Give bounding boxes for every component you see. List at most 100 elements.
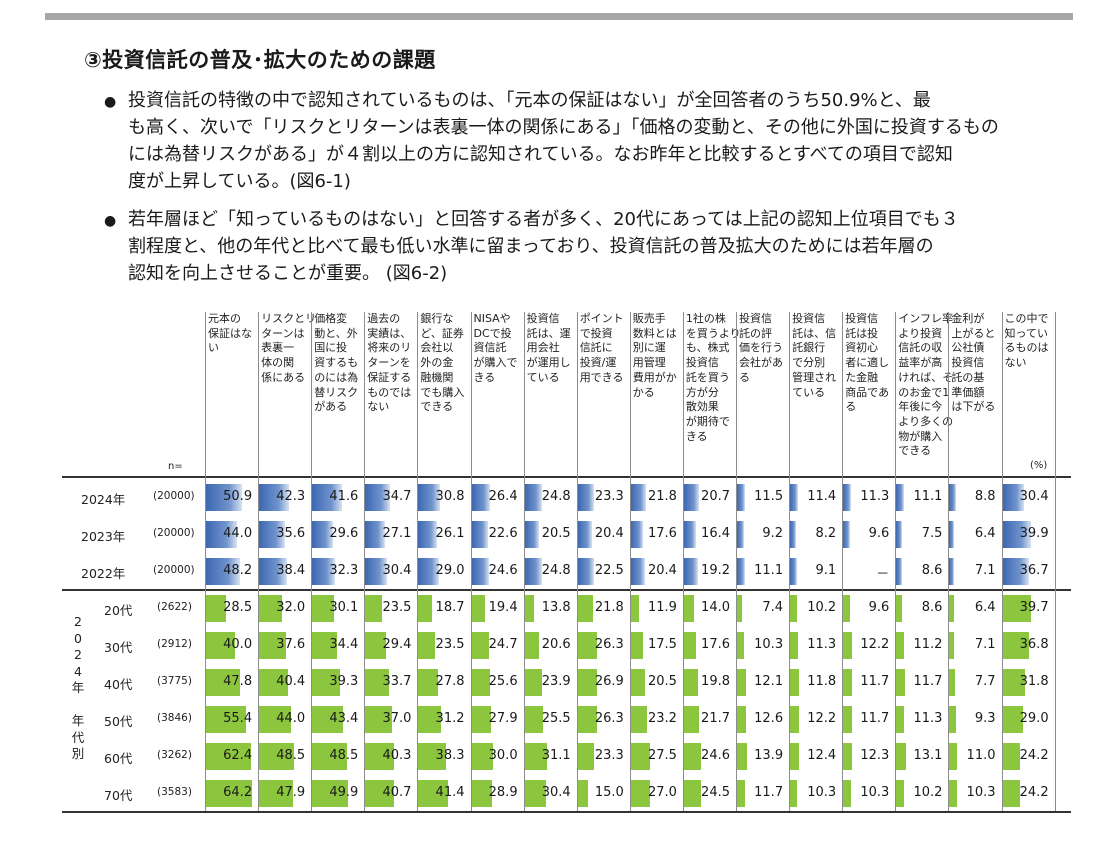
- column-header: 投資信 託は、運 用会社 が運用し ている: [527, 312, 571, 386]
- data-value: 27.5: [637, 748, 677, 763]
- column-header-line: 数料とは: [633, 327, 677, 342]
- data-value: 29.4: [371, 637, 411, 652]
- bullet-line: 投資信託の特徴の中で認知されているものは、「元本の保証はない」が全回答者のうち5…: [128, 87, 1038, 114]
- data-value: 19.8: [690, 674, 730, 689]
- data-value: 11.9: [637, 600, 677, 615]
- data-value: 24.5: [690, 785, 730, 800]
- data-value: 47.8: [212, 674, 252, 689]
- data-value: 17.6: [637, 526, 677, 541]
- data-bar: [949, 632, 954, 659]
- column-header-line: 託の基: [951, 371, 995, 386]
- column-header-line: 係にある: [261, 371, 316, 386]
- data-bar: [896, 521, 901, 548]
- data-value: 12.3: [849, 748, 889, 763]
- data-value: 23.5: [425, 637, 465, 652]
- column-header-line: きる: [474, 371, 518, 386]
- data-value: 34.7: [371, 489, 411, 504]
- data-value: 34.4: [318, 637, 358, 652]
- data-value: 16.4: [690, 526, 730, 541]
- n-header: n=: [168, 461, 183, 472]
- group-label-char: 代: [70, 730, 86, 747]
- column-header-line: がある: [314, 400, 358, 415]
- data-value: 49.9: [318, 785, 358, 800]
- group-label-char: [70, 697, 86, 714]
- column-header-line: ターンは: [261, 327, 316, 342]
- column-header-line: 年後に今: [898, 400, 953, 415]
- column-header-line: ない: [367, 400, 411, 415]
- column-header-line: 益率が高: [898, 356, 953, 371]
- column-header-line: が購入で: [474, 356, 518, 371]
- data-value: 26.9: [584, 674, 624, 689]
- section-title: ③投資信託の普及･拡大のための課題: [84, 44, 436, 74]
- data-value: 11.3: [796, 637, 836, 652]
- column-header-line: 融機関: [420, 371, 464, 386]
- data-value: 11.1: [743, 563, 783, 578]
- column-header-line: DCで投: [474, 327, 518, 342]
- data-value: 10.3: [849, 785, 889, 800]
- data-value: 23.3: [584, 748, 624, 763]
- row-label: 30代: [104, 637, 132, 656]
- column-gridline: [842, 312, 843, 811]
- column-header-line: ものでは: [367, 386, 411, 401]
- column-header: 過去の 実績は、 将来のリ ターンを 保証する ものでは ない: [367, 312, 411, 415]
- data-value: 48.2: [212, 563, 252, 578]
- column-gridline: [1055, 312, 1056, 811]
- data-value: 26.1: [425, 526, 465, 541]
- row-sample-size: (2622): [157, 601, 192, 613]
- data-value: 11.3: [902, 711, 942, 726]
- data-value: 11.8: [796, 674, 836, 689]
- group-label-char: 2: [70, 647, 86, 664]
- column-header-line: ている: [792, 386, 836, 401]
- data-value: 31.1: [531, 748, 571, 763]
- row-label: 70代: [104, 785, 132, 804]
- column-header-line: 外の金: [420, 356, 464, 371]
- data-value: 26.3: [584, 637, 624, 652]
- data-value: 22.5: [584, 563, 624, 578]
- column-header-line: 銀行な: [420, 312, 464, 327]
- data-value: 14.0: [690, 600, 730, 615]
- data-value: 24.8: [531, 563, 571, 578]
- data-value: 24.7: [478, 637, 518, 652]
- column-header-line: 方が分: [686, 386, 741, 401]
- data-value: 23.5: [371, 600, 411, 615]
- column-header: 1社の株 を買うより も、株式 投資信 託を買う 方が分 散効果 が期待で きる: [686, 312, 741, 444]
- data-value: 28.9: [478, 785, 518, 800]
- data-value: 27.0: [637, 785, 677, 800]
- group-label-char: 別: [70, 746, 86, 763]
- row-label: 60代: [104, 748, 132, 767]
- data-value: 44.0: [265, 711, 305, 726]
- column-header-line: 費用がか: [633, 371, 677, 386]
- column-header-line: 準価額: [951, 386, 995, 401]
- data-value: 39.3: [318, 674, 358, 689]
- data-value: 13.9: [743, 748, 783, 763]
- column-header-line: 散効果: [686, 400, 741, 415]
- column-header-line: ない: [1005, 356, 1049, 371]
- row-sample-size: (3775): [157, 675, 192, 687]
- column-header-line: 託の評: [739, 327, 783, 342]
- data-value: 44.0: [212, 526, 252, 541]
- data-value: 15.0: [584, 785, 624, 800]
- top-divider-bar: [45, 13, 1073, 20]
- column-header-line: 者に適し: [845, 356, 889, 371]
- table-rule: [62, 476, 1071, 478]
- data-value: 24.2: [1009, 748, 1049, 763]
- column-header-line: 資するも: [314, 356, 358, 371]
- data-value: 9.2: [743, 526, 783, 541]
- data-value: 18.7: [425, 600, 465, 615]
- data-value: 30.4: [531, 785, 571, 800]
- data-value: 64.2: [212, 785, 252, 800]
- column-header-line: 実績は、: [367, 327, 411, 342]
- data-value: 12.6: [743, 711, 783, 726]
- bullet-line: には為替リスクがある」が４割以上の方に認知されている。なお昨年と比較するとすべて…: [128, 141, 1038, 168]
- column-header-line: 資信託: [474, 341, 518, 356]
- column-header-line: 投資信: [951, 356, 995, 371]
- column-header-line: リスクとリ: [261, 312, 316, 327]
- data-value: 10.3: [956, 785, 996, 800]
- column-header-line: 国に投: [314, 341, 358, 356]
- data-value: 43.4: [318, 711, 358, 726]
- data-value: 40.3: [371, 748, 411, 763]
- column-header-line: より投資: [898, 327, 953, 342]
- column-header-line: 託を買う: [686, 371, 741, 386]
- data-value: 6.4: [956, 600, 996, 615]
